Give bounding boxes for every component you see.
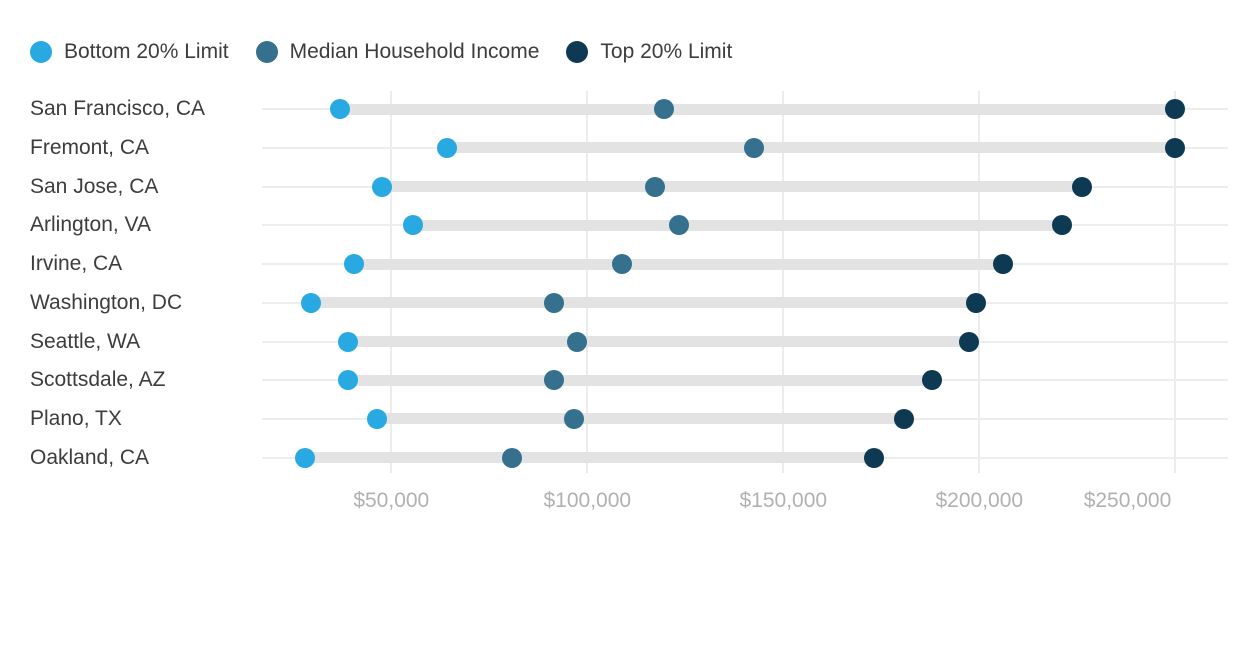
data-point-dot[interactable] bbox=[1072, 176, 1093, 197]
data-point-dot[interactable] bbox=[1165, 137, 1186, 158]
range-connector-bar bbox=[347, 374, 932, 386]
data-point-dot[interactable] bbox=[544, 370, 565, 391]
x-axis-tick-label: $50,000 bbox=[353, 489, 430, 512]
data-point-dot[interactable] bbox=[563, 408, 584, 429]
category-label: San Jose, CA bbox=[30, 174, 159, 198]
data-point-dot[interactable] bbox=[744, 137, 765, 158]
data-point-dot[interactable] bbox=[301, 292, 322, 313]
legend-dot-icon bbox=[566, 41, 589, 63]
data-point-dot[interactable] bbox=[337, 370, 358, 391]
range-connector-bar bbox=[339, 103, 1176, 115]
x-gridline bbox=[782, 91, 785, 473]
data-point-dot[interactable] bbox=[1165, 99, 1186, 120]
data-point-dot[interactable] bbox=[329, 99, 350, 120]
data-point-dot[interactable] bbox=[992, 254, 1013, 275]
category-label: Irvine, CA bbox=[30, 252, 123, 276]
legend-item-bottom-20[interactable]: Bottom 20% Limit bbox=[30, 38, 229, 66]
data-point-dot[interactable] bbox=[437, 137, 458, 158]
x-axis-tick-label: $250,000 bbox=[1083, 489, 1172, 512]
x-axis-tick-label: $150,000 bbox=[739, 489, 828, 512]
range-connector-bar bbox=[447, 142, 1176, 154]
range-connector-bar bbox=[311, 297, 977, 309]
range-connector-bar bbox=[347, 336, 970, 348]
x-gridline bbox=[1174, 91, 1177, 473]
data-point-dot[interactable] bbox=[645, 176, 666, 197]
category-label: Washington, DC bbox=[30, 290, 183, 314]
category-label: Fremont, CA bbox=[30, 135, 150, 159]
range-connector-bar bbox=[353, 258, 1003, 270]
x-axis-tick-label: $200,000 bbox=[935, 489, 1024, 512]
legend-label: Bottom 20% Limit bbox=[64, 40, 229, 63]
category-label: Arlington, VA bbox=[30, 213, 152, 237]
category-label: Seattle, WA bbox=[30, 329, 141, 353]
data-point-dot[interactable] bbox=[959, 331, 980, 352]
legend-item-median[interactable]: Median Household Income bbox=[255, 38, 540, 66]
data-point-dot[interactable] bbox=[372, 176, 393, 197]
data-point-dot[interactable] bbox=[966, 292, 987, 313]
data-point-dot[interactable] bbox=[894, 408, 915, 429]
category-label: Oakland, CA bbox=[30, 445, 150, 469]
legend: Bottom 20% Limit Median Household Income… bbox=[30, 38, 732, 66]
x-gridline bbox=[586, 91, 589, 473]
data-point-dot[interactable] bbox=[502, 447, 523, 468]
data-point-dot[interactable] bbox=[403, 215, 424, 236]
data-point-dot[interactable] bbox=[367, 408, 388, 429]
data-point-dot[interactable] bbox=[294, 447, 315, 468]
data-point-dot[interactable] bbox=[921, 370, 942, 391]
range-connector-bar bbox=[413, 219, 1063, 231]
legend-dot-icon bbox=[30, 41, 52, 63]
category-label: Scottsdale, AZ bbox=[30, 368, 166, 392]
data-point-dot[interactable] bbox=[337, 331, 358, 352]
data-point-dot[interactable] bbox=[1052, 215, 1073, 236]
x-gridline bbox=[390, 91, 393, 473]
x-axis-tick-label: $100,000 bbox=[543, 489, 632, 512]
category-label: San Francisco, CA bbox=[30, 97, 206, 121]
range-connector-bar bbox=[377, 413, 905, 425]
data-point-dot[interactable] bbox=[566, 331, 587, 352]
data-point-dot[interactable] bbox=[668, 215, 689, 236]
data-point-dot[interactable] bbox=[863, 447, 884, 468]
range-connector-bar bbox=[304, 452, 874, 464]
data-point-dot[interactable] bbox=[543, 292, 564, 313]
legend-item-top-20[interactable]: Top 20% Limit bbox=[566, 38, 732, 66]
range-connector-bar bbox=[382, 181, 1083, 193]
data-point-dot[interactable] bbox=[343, 254, 364, 275]
x-gridline bbox=[978, 91, 981, 473]
legend-dot-icon bbox=[255, 41, 278, 63]
data-point-dot[interactable] bbox=[653, 99, 674, 120]
category-label: Plano, TX bbox=[30, 406, 122, 430]
legend-label: Top 20% Limit bbox=[600, 40, 733, 63]
data-point-dot[interactable] bbox=[611, 254, 632, 275]
legend-label: Median Household Income bbox=[289, 40, 540, 63]
